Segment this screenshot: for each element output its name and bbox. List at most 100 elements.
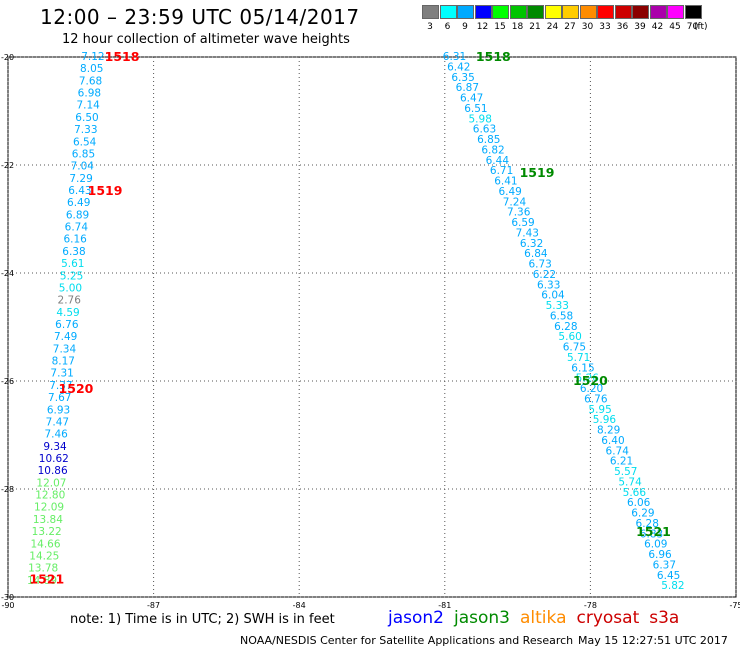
legend-swatch [562, 5, 579, 19]
x-tick-label: -75 [729, 601, 740, 610]
wave-height-value: 9.34 [43, 441, 67, 453]
wave-height-value: 6.51 [464, 103, 487, 115]
wave-height-value: 6.87 [456, 82, 479, 94]
legend-swatch-label: 24 [546, 22, 559, 32]
wave-height-value: 6.22 [533, 269, 556, 281]
pass-time-label: 1519 [88, 183, 123, 198]
wave-height-value: 7.12 [81, 51, 104, 63]
wave-height-value: 6.44 [486, 155, 510, 167]
wave-height-value: 7.49 [54, 331, 77, 343]
legend-swatch [579, 5, 597, 19]
wave-height-value: 6.76 [55, 319, 79, 331]
wave-height-value: 14.66 [30, 538, 60, 550]
wave-height-value: 6.76 [584, 393, 608, 405]
wave-height-value: 13.22 [32, 526, 62, 538]
legend-swatch-label: 45 [669, 22, 681, 32]
legend-swatch-label: 15 [494, 22, 506, 32]
y-tick-label: -24 [1, 269, 14, 278]
wave-height-value: 7.31 [50, 368, 73, 380]
wave-height-value: 4.59 [56, 307, 79, 319]
x-tick-label: -78 [584, 601, 597, 610]
wave-height-value: 7.37 [49, 380, 72, 392]
legend-swatch-label: 6 [444, 22, 451, 32]
wave-height-value: 5.25 [60, 270, 83, 282]
wave-height-value: 5.61 [61, 258, 84, 270]
legend-swatch-label: 30 [581, 22, 594, 32]
legend-swatch-label: 39 [634, 22, 646, 32]
legend-swatch [649, 5, 667, 19]
wave-height-value: 6.85 [477, 134, 500, 146]
legend-swatch-label: 33 [599, 22, 611, 32]
plot-frame [7, 56, 737, 598]
legend-swatch-label: 18 [511, 22, 524, 32]
wave-height-value: 5.95 [588, 404, 611, 416]
wave-height-value: 6.43 [68, 185, 91, 197]
x-tick-label: -87 [147, 601, 160, 610]
wave-height-value: 6.41 [494, 176, 517, 188]
wave-height-value: 6.15 [571, 362, 594, 374]
wave-height-value: 7.67 [48, 392, 71, 404]
legend-swatch [632, 5, 649, 19]
wave-height-value: 6.98 [78, 88, 101, 100]
wave-height-value: 6.58 [550, 310, 573, 322]
x-tick-label: -81 [438, 601, 451, 610]
legend-swatch [474, 5, 492, 19]
wave-height-value: 6.31 [443, 51, 466, 63]
wave-height-value: 6.54 [73, 136, 97, 148]
legend-swatch [544, 5, 562, 19]
legend-swatch [457, 5, 474, 19]
wave-height-value: 5.82 [661, 580, 684, 592]
legend-swatch-label: 9 [462, 22, 468, 32]
wave-height-value: 6.21 [610, 456, 633, 468]
legend-swatch [614, 5, 632, 19]
chart-title: 12:00 – 23:59 UTC 05/14/2017 [40, 5, 360, 29]
legend-swatch [527, 5, 544, 19]
wave-height-value: 5.98 [469, 113, 492, 125]
wave-height-value: 5.60 [558, 331, 581, 343]
wave-height-value: 6.47 [460, 93, 483, 105]
legend-swatch [684, 5, 702, 19]
wave-height-value: 5.57 [614, 466, 637, 478]
legend-swatch [439, 5, 457, 19]
mission-cryosat: cryosat [576, 608, 640, 628]
wave-height-value: 6.20 [580, 383, 603, 395]
wave-height-value: 6.28 [636, 518, 659, 530]
wave-height-value: 6.74 [606, 445, 630, 457]
wave-height-value: 6.42 [447, 61, 470, 73]
pass-time-label: 1519 [520, 165, 555, 180]
mission-legend: jason2 jason3 altika cryosat s3a [388, 608, 689, 628]
wave-height-value: 12.09 [34, 502, 64, 514]
wave-height-value: 6.40 [601, 435, 624, 447]
footer-note: note: 1) Time is in UTC; 2) SWH is in fe… [70, 612, 335, 627]
wave-height-value: 6.09 [644, 539, 667, 551]
wave-height-value: 6.35 [451, 72, 474, 84]
legend-swatch [667, 5, 684, 19]
wave-height-value: 5.71 [567, 352, 590, 364]
mission-s3a: s3a [649, 608, 680, 628]
wave-height-value: 6.93 [47, 404, 70, 416]
wave-height-value: 13.78 [28, 563, 58, 575]
wave-height-value: 7.43 [516, 227, 539, 239]
wave-height-value: 5.33 [546, 300, 569, 312]
wave-height-value: 6.71 [490, 165, 513, 177]
wave-height-value: 7.04 [71, 161, 95, 173]
wave-height-value: 6.50 [75, 112, 98, 124]
wave-height-value: 7.36 [507, 207, 531, 219]
legend-swatch-label: 36 [616, 22, 629, 32]
mission-jason2: jason2 [388, 608, 444, 628]
wave-height-value: 6.33 [537, 279, 560, 291]
wave-height-value: 6.82 [481, 144, 504, 156]
pass-time-label: 1520 [573, 373, 608, 388]
credit-line: NOAA/NESDIS Center for Satellite Applica… [240, 634, 574, 647]
legend-swatch-label: 27 [564, 22, 576, 32]
wave-height-value: 6.89 [66, 209, 89, 221]
x-tick-label: -84 [293, 601, 306, 610]
wave-height-value: 10.62 [39, 453, 69, 465]
wave-height-value: 6.49 [67, 197, 90, 209]
y-tick-label: -28 [1, 485, 14, 494]
wave-height-value: 6.29 [631, 508, 654, 520]
pass-time-label: 1518 [105, 49, 140, 64]
wave-height-value: 6.85 [72, 148, 95, 160]
